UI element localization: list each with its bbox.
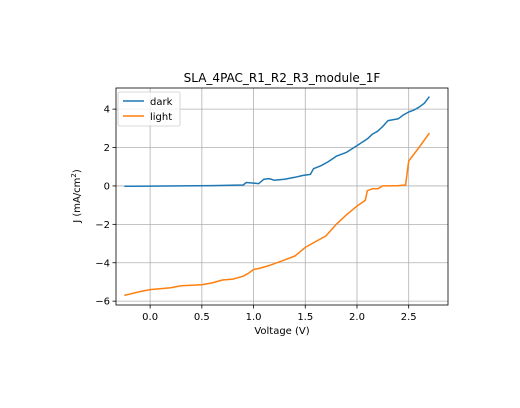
x-tick-label: 1.5 — [297, 312, 313, 323]
legend-label-dark: dark — [150, 97, 173, 108]
y-tick-label: −6 — [95, 297, 110, 308]
x-tick-label: 2.0 — [349, 312, 365, 323]
series-line-light — [124, 132, 431, 297]
legend: dark light — [117, 91, 181, 127]
y-axis-label-main: J (mA/cm — [72, 178, 83, 224]
x-axis-label: Voltage (V) — [254, 326, 309, 337]
y-axis-label: J (mA/cm2) — [70, 169, 83, 224]
chart-title: SLA_4PAC_R1_R2_R3_module_1F — [184, 71, 381, 85]
y-tick-label: −2 — [95, 220, 110, 231]
y-tick-label: 2 — [104, 143, 110, 154]
series-line-dark — [124, 96, 430, 188]
x-tick-label: 0.5 — [194, 312, 210, 323]
series-layer — [124, 96, 431, 297]
y-tick-label: 0 — [104, 181, 110, 192]
x-tick-label: 2.5 — [401, 312, 417, 323]
y-tick-label: −4 — [95, 258, 110, 269]
x-tick-label: 1.0 — [246, 312, 262, 323]
y-tick-label: 4 — [104, 105, 110, 116]
plot-frame — [115, 87, 449, 306]
legend-label-light: light — [150, 112, 172, 123]
x-tick-label: 0.0 — [142, 312, 158, 323]
y-axis-label-sup: 2 — [70, 173, 78, 177]
y-axis-label-end: ) — [72, 169, 83, 173]
tick-layer: 0.0 0.5 1.0 1.5 2.0 2.5 −6 −4 −2 0 2 4 — [95, 105, 416, 323]
